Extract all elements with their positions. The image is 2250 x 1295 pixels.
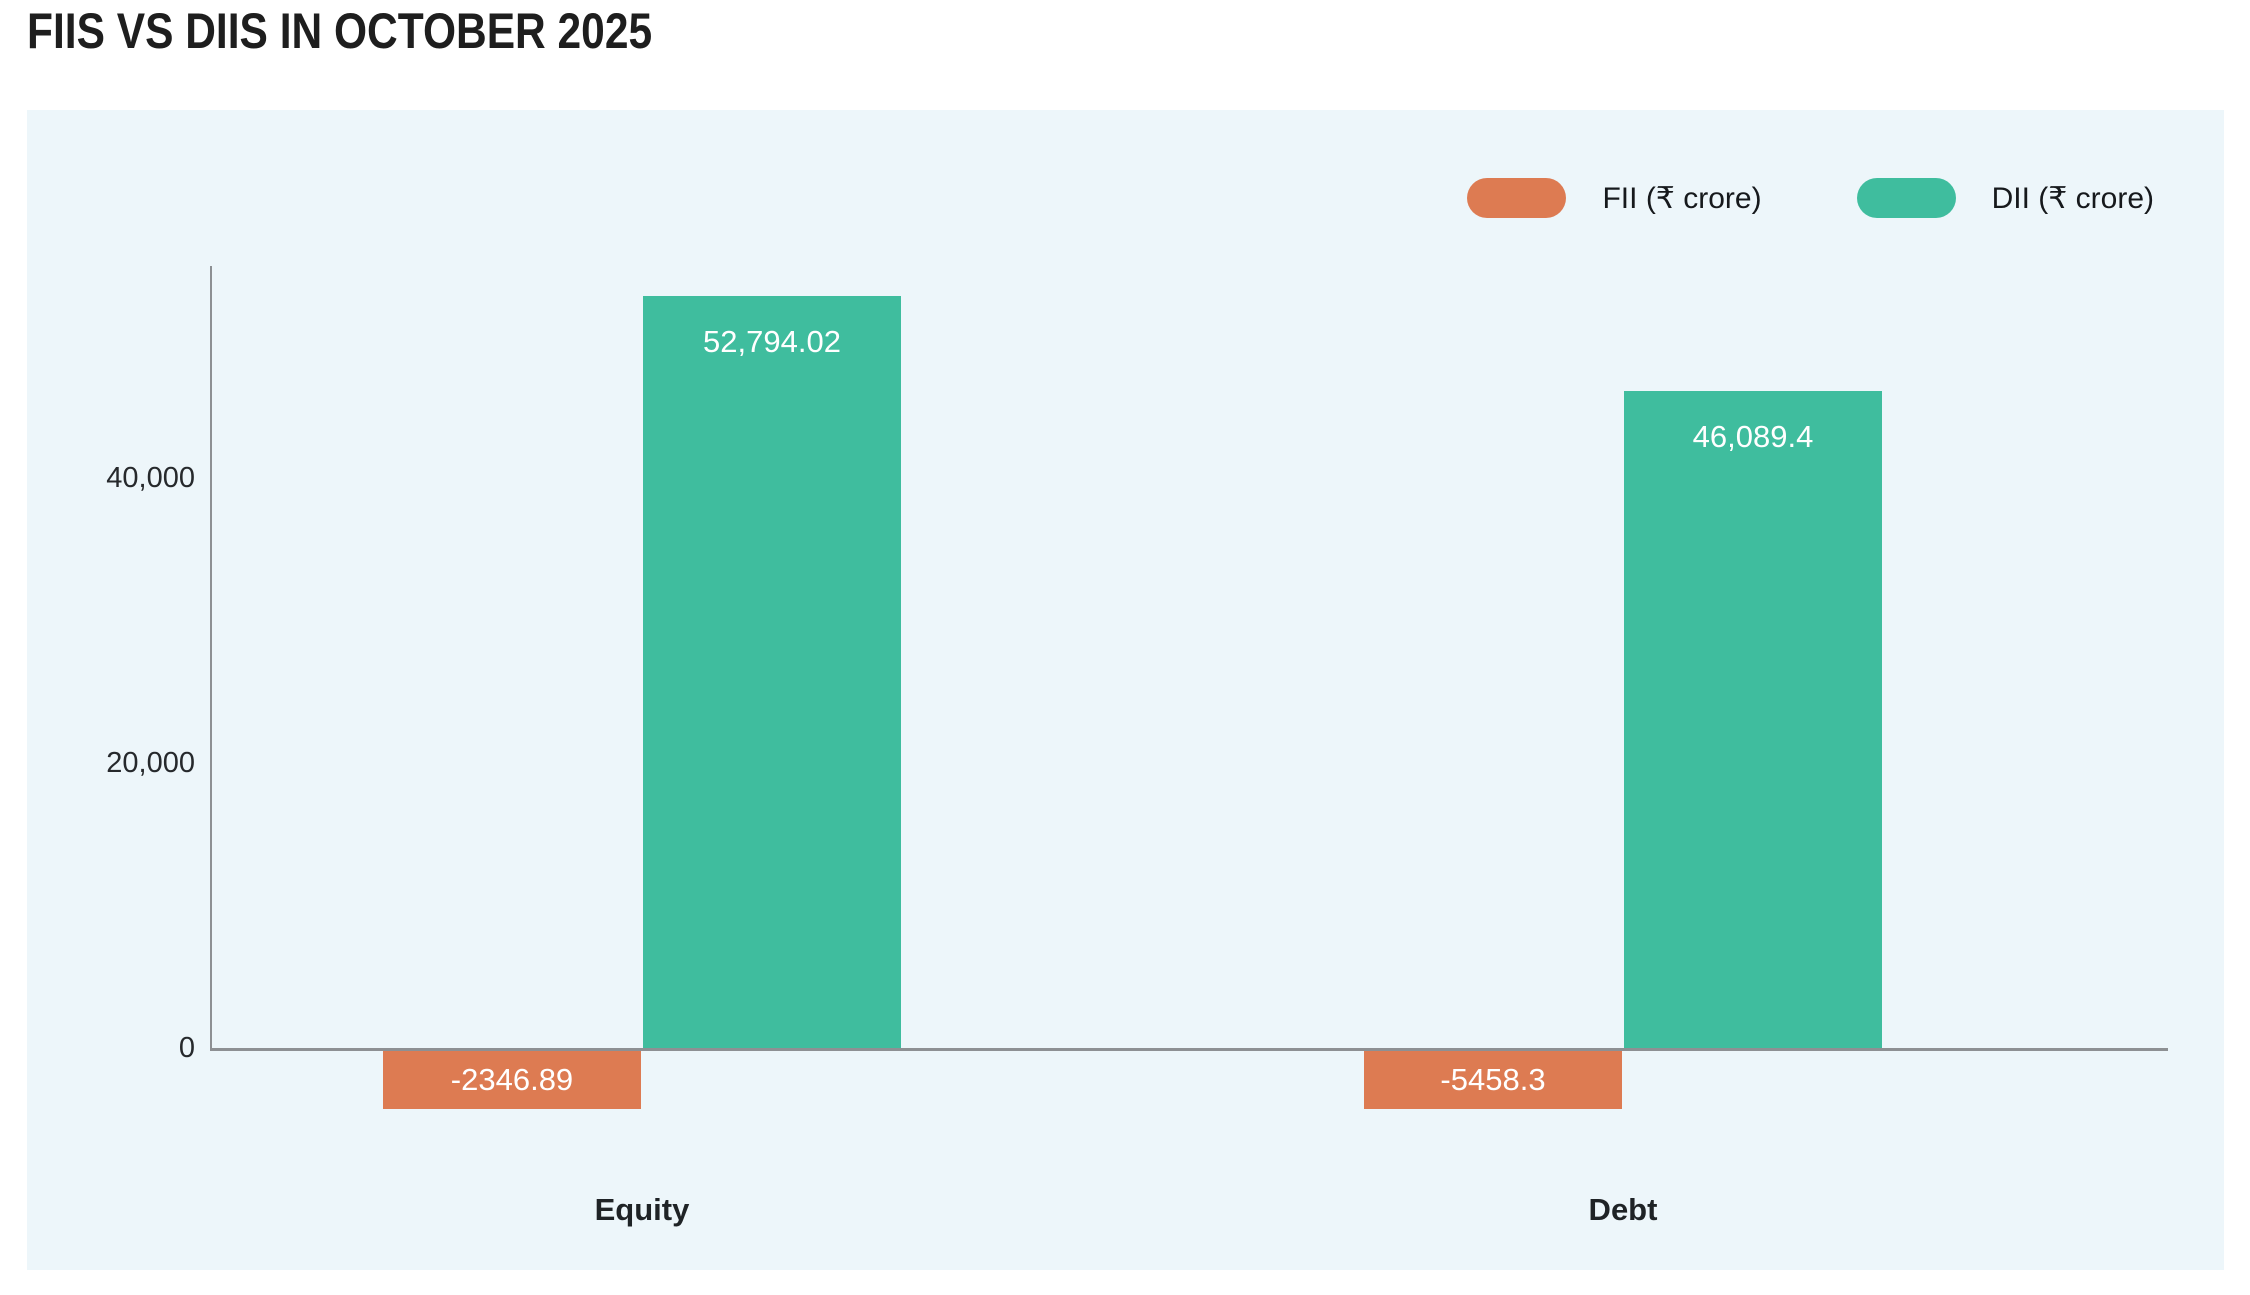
bar-dii-debt[interactable]: 46,089.4 bbox=[1624, 391, 1882, 1048]
bar-value-label: -2346.89 bbox=[450, 1062, 574, 1097]
legend-label-dii: DII (₹ crore) bbox=[1991, 181, 2154, 215]
category-label-debt: Debt bbox=[1588, 1192, 1658, 1227]
y-tick-label: 20,000 bbox=[106, 747, 195, 779]
legend-item-fii[interactable]: FII (₹ crore) bbox=[1467, 178, 1762, 218]
chart-title: FIIS VS DIIS IN OCTOBER 2025 bbox=[27, 3, 653, 59]
y-axis-line bbox=[210, 266, 212, 1050]
y-tick-label: 40,000 bbox=[106, 462, 195, 494]
bar-fii-debt[interactable]: -5458.3 bbox=[1364, 1051, 1622, 1109]
legend-label-fii: FII (₹ crore) bbox=[1602, 181, 1762, 215]
plot-area: 40,000 20,000 0 -2346.89 -5458.3 52,794.02 46,… bbox=[27, 110, 2224, 1270]
x-axis-zero-line bbox=[210, 1048, 2168, 1051]
chart-panel: FII (₹ crore) DII (₹ crore) 40,000 20,000… bbox=[27, 110, 2224, 1270]
bar-value-label: -5458.3 bbox=[1440, 1062, 1546, 1097]
bar-fii-equity[interactable]: -2346.89 bbox=[383, 1051, 641, 1109]
legend-item-dii[interactable]: DII (₹ crore) bbox=[1856, 178, 2154, 218]
bar-dii-equity[interactable]: 52,794.02 bbox=[643, 296, 901, 1048]
bar-value-label: 52,794.02 bbox=[703, 324, 841, 359]
category-label-equity: Equity bbox=[594, 1192, 690, 1227]
bar-value-label: 46,089.4 bbox=[1692, 419, 1814, 454]
y-tick-label: 0 bbox=[178, 1032, 195, 1064]
legend: FII (₹ crore) DII (₹ crore) bbox=[1467, 178, 2154, 218]
fii-swatch-icon bbox=[1467, 178, 1567, 218]
dii-swatch-icon bbox=[1856, 178, 1956, 218]
